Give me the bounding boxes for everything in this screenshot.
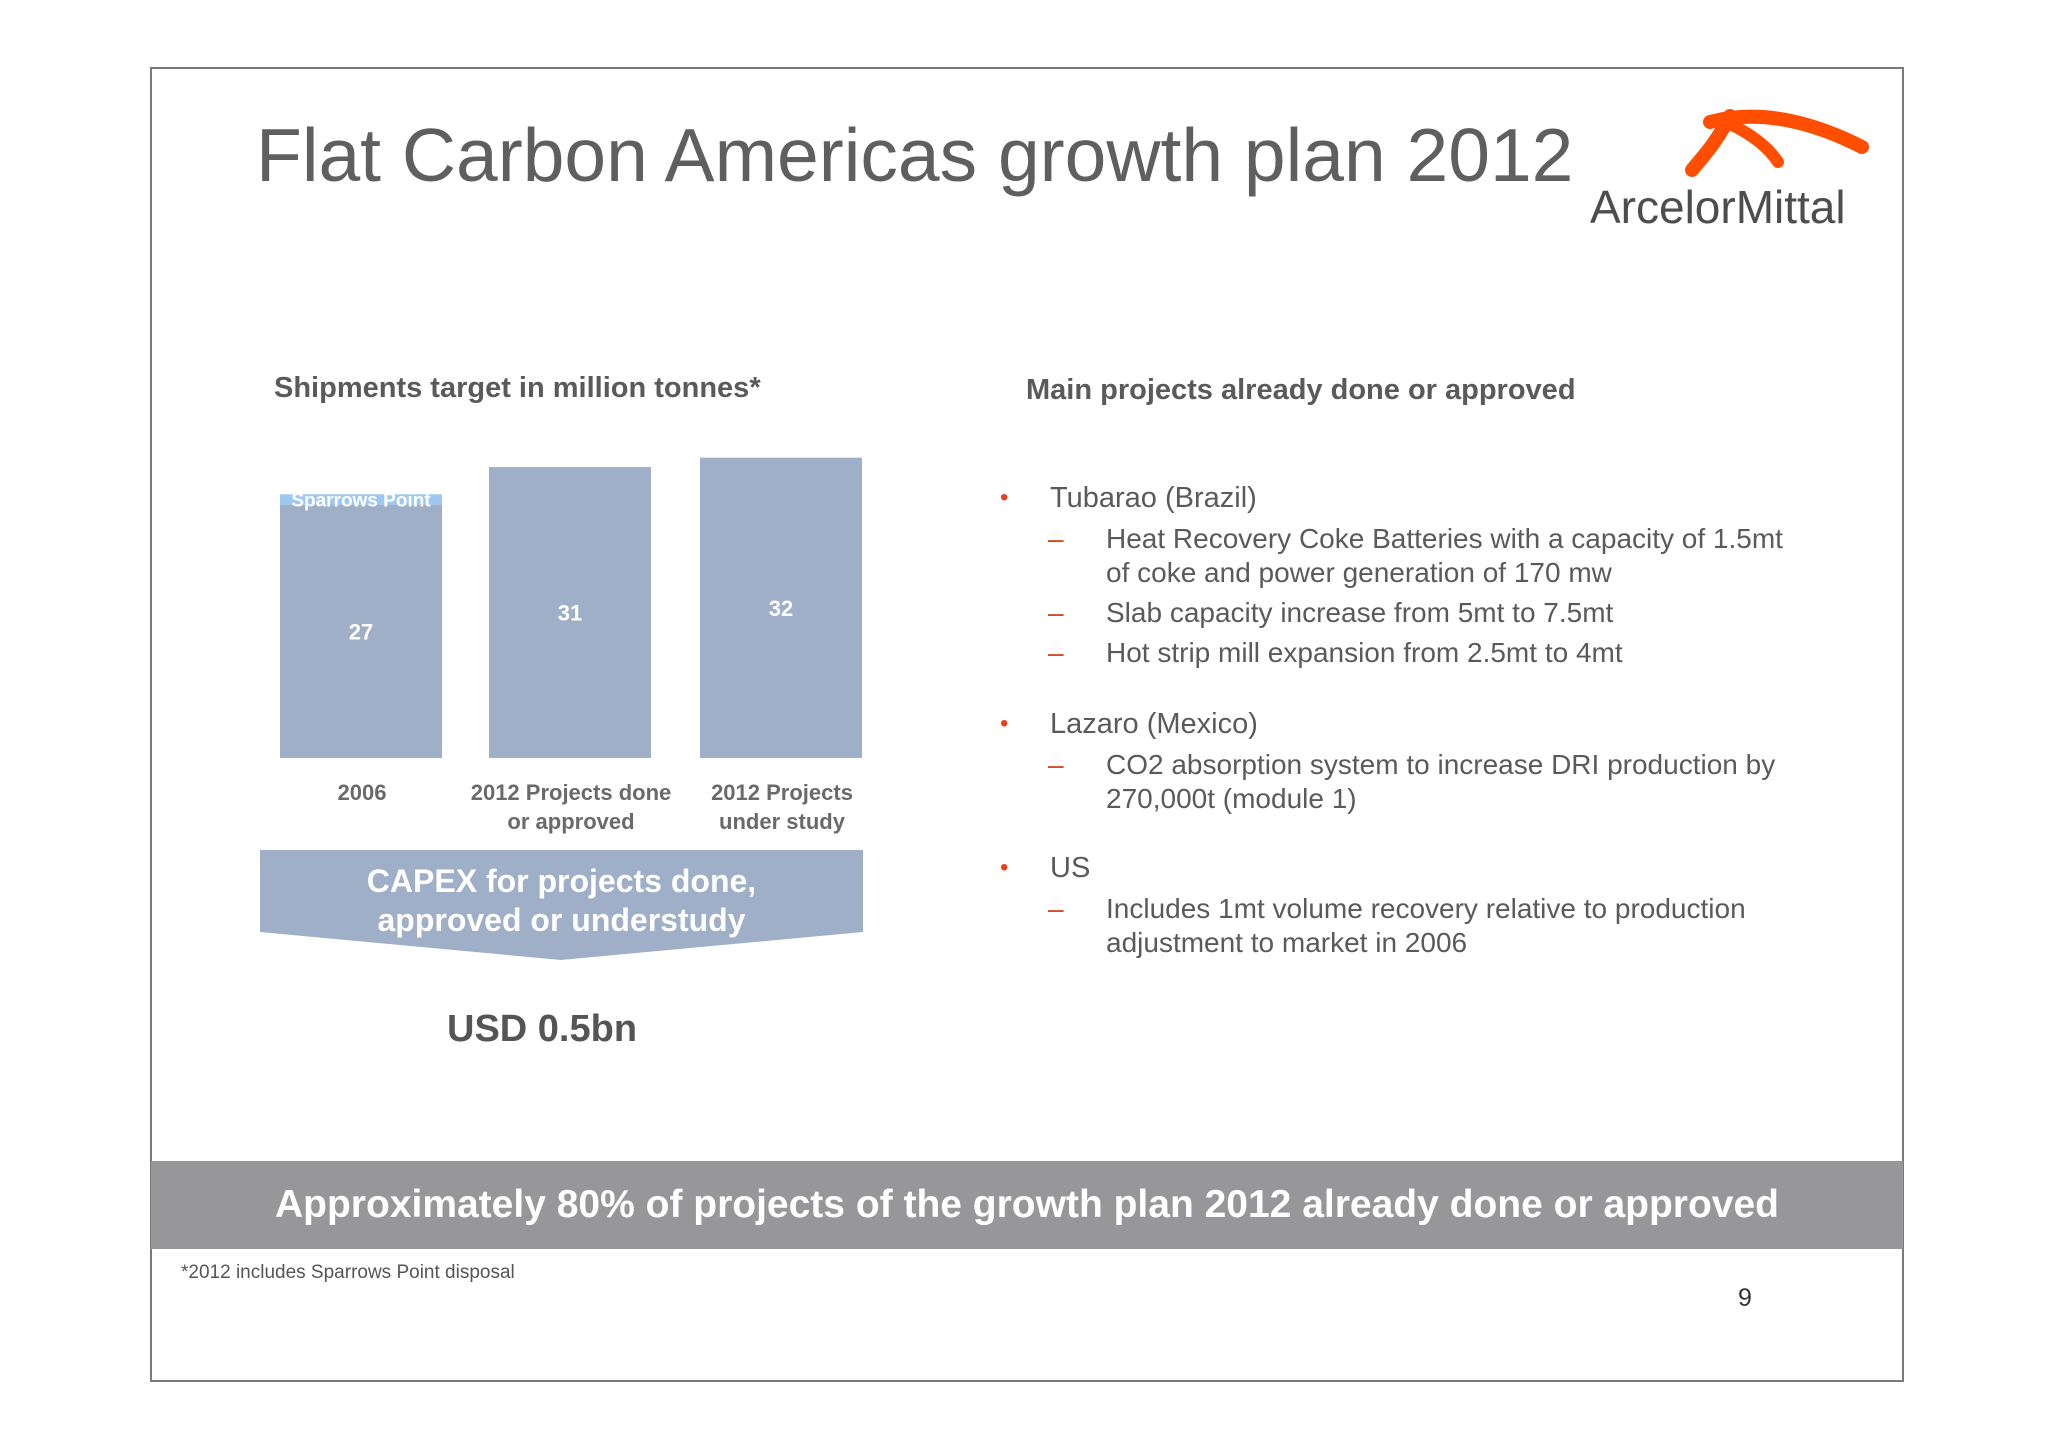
logo-text: ArcelorMittal xyxy=(1590,181,1846,233)
capex-amount: USD 0.5bn xyxy=(447,1008,638,1050)
project-detail-line: CO2 absorption system to increase DRI pr… xyxy=(1106,749,1776,780)
bar-2 xyxy=(489,467,651,758)
bullet-icon: • xyxy=(1000,854,1009,881)
project-detail: – Slab capacity increase from 5mt to 7.5m… xyxy=(1000,596,1830,630)
shipments-bar-chart: 27 Sparrows Point 31 32 xyxy=(280,457,862,758)
projects-heading: Main projects already done or approved xyxy=(1026,374,1576,406)
bar-value-label: 27 xyxy=(349,619,373,644)
capex-label-line: CAPEX for projects done, xyxy=(366,863,757,899)
x-tick-label-line: under study xyxy=(719,809,845,834)
dash-icon: – xyxy=(1048,749,1064,780)
projects-list: • Tubarao (Brazil) – Heat Recovery Coke Bat… xyxy=(1000,480,1830,960)
project-detail: – Hot strip mill expansion from 2.5mt to … xyxy=(1000,636,1830,670)
chart-heading: Shipments target in million tonnes* xyxy=(274,372,761,404)
arcelormittal-logo-icon xyxy=(1685,109,1869,177)
project-detail-line: 270,000t (module 1) xyxy=(1106,783,1357,814)
summary-banner-text: Approximately 80% of projects of the gro… xyxy=(274,1183,1779,1226)
project-item: • US – Includes 1mt volume recovery relativ… xyxy=(1000,850,1830,960)
page-title: Flat Carbon Americas growth plan 2012 xyxy=(256,113,1574,197)
project-detail-line: Hot strip mill expansion from 2.5mt to 4… xyxy=(1106,637,1623,668)
project-name-text: Lazaro (Mexico) xyxy=(1050,708,1258,740)
page-number: 9 xyxy=(1738,1284,1752,1312)
bar-segment-sparrows-point xyxy=(280,494,442,505)
project-item: • Lazaro (Mexico) – CO2 absorption system t… xyxy=(1000,706,1830,816)
footnote: *2012 includes Sparrows Point disposal xyxy=(181,1262,515,1283)
project-detail-line: Slab capacity increase from 5mt to 7.5mt xyxy=(1106,597,1614,628)
project-item: • Tubarao (Brazil) – Heat Recovery Coke Bat… xyxy=(1000,480,1830,670)
dash-icon: – xyxy=(1048,523,1064,554)
segment-label: Sparrows Point xyxy=(291,490,431,511)
capex-arrow-banner xyxy=(260,850,863,960)
x-tick-label-line: 2012 Projects xyxy=(711,780,853,805)
bullet-icon: • xyxy=(1000,484,1009,511)
bar-3 xyxy=(700,457,862,758)
project-detail-line: Heat Recovery Coke Batteries with a capa… xyxy=(1106,523,1783,554)
bullet-icon: • xyxy=(1000,710,1009,737)
dash-icon: – xyxy=(1048,893,1064,924)
project-detail-line: of coke and power generation of 170 mw xyxy=(1106,557,1612,588)
bar-value-label: 32 xyxy=(769,596,793,621)
project-detail-line: adjustment to market in 2006 xyxy=(1106,927,1468,958)
x-tick-label: 2012 Projects under study xyxy=(672,778,892,836)
summary-banner xyxy=(151,1161,1903,1249)
bar-1 xyxy=(280,504,442,758)
dash-icon: – xyxy=(1048,597,1064,628)
x-tick-label-line: 2006 xyxy=(337,780,387,805)
project-detail: – Includes 1mt volume recovery relative t… xyxy=(1000,892,1830,960)
x-tick-label-line: 2012 Projects done xyxy=(470,780,672,805)
project-name: • Tubarao (Brazil) xyxy=(1000,480,1830,516)
project-name: • Lazaro (Mexico) xyxy=(1000,706,1830,742)
project-detail-line: Includes 1mt volume recovery relative to… xyxy=(1106,893,1746,924)
capex-label: CAPEX for projects done, approved or und… xyxy=(260,862,863,940)
x-tick-label-line: or approved xyxy=(507,809,635,834)
x-tick-label: 2006 xyxy=(252,778,472,807)
project-detail: – CO2 absorption system to increase DRI p… xyxy=(1000,748,1830,816)
project-name-text: US xyxy=(1050,852,1091,884)
project-name: • US xyxy=(1000,850,1830,886)
dash-icon: – xyxy=(1048,637,1064,668)
project-name-text: Tubarao (Brazil) xyxy=(1050,482,1257,514)
project-detail: – Heat Recovery Coke Batteries with a cap… xyxy=(1000,522,1830,590)
bar-value-label: 31 xyxy=(558,601,582,626)
x-tick-label: 2012 Projects done or approved xyxy=(461,778,681,836)
capex-label-line: approved or understudy xyxy=(377,902,746,938)
